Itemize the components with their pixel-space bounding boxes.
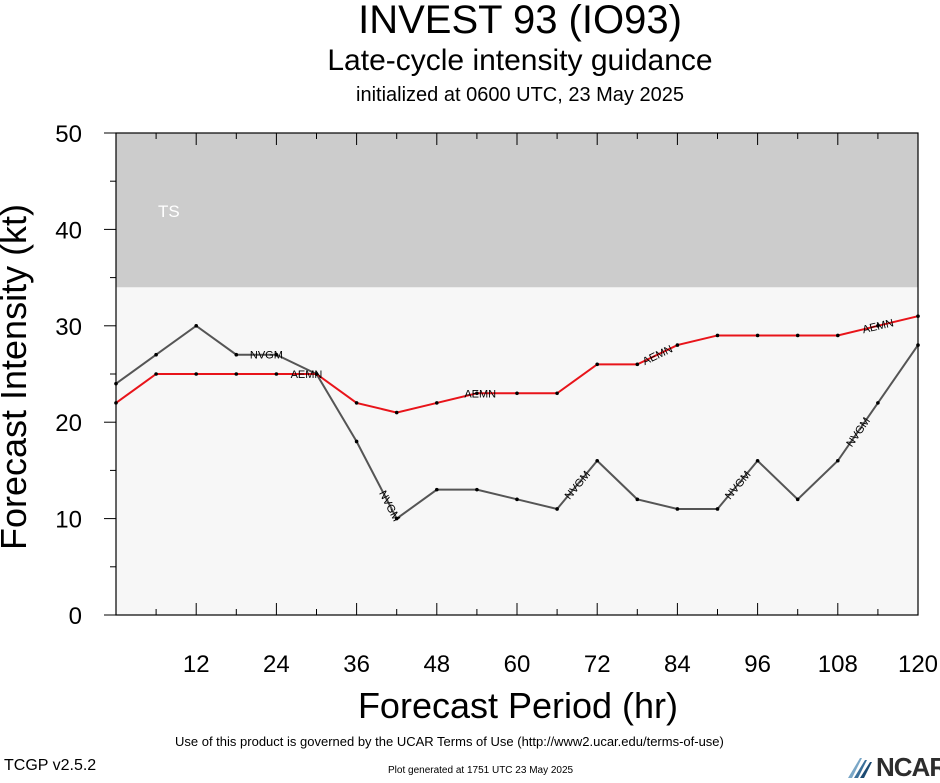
series-aemn-point	[154, 372, 158, 376]
series-aemn-point	[755, 333, 760, 338]
series-layer	[114, 314, 920, 521]
plot-generated-time: Plot generated at 1751 UTC 23 May 2025	[388, 765, 574, 776]
series-nvgm-point	[916, 343, 920, 347]
x-tick-label: 48	[423, 651, 450, 678]
series-aemn-point	[555, 391, 559, 396]
series-nvgm-point	[274, 352, 279, 357]
series-aemn-point	[114, 401, 118, 405]
series-nvgm-point	[595, 458, 599, 463]
line-label-aemn: AEMN	[291, 369, 323, 381]
series-nvgm-point	[475, 487, 479, 492]
series-nvgm-point	[354, 439, 359, 444]
ncar-logo-icon	[848, 758, 872, 778]
series-aemn-point	[795, 333, 800, 338]
series-aemn-point	[194, 372, 198, 376]
series-nvgm-point	[755, 458, 760, 463]
series-aemn-point	[876, 324, 880, 328]
series-nvgm-point	[114, 381, 118, 386]
series-nvgm-point	[555, 507, 559, 511]
series-aemn-point	[675, 343, 680, 347]
version-label: TCGP v2.5.2	[4, 757, 97, 774]
y-tick-label: 30	[55, 314, 82, 341]
y-tick-label: 10	[55, 507, 82, 534]
series-aemn-point	[515, 391, 519, 396]
x-tick-label: 96	[744, 651, 771, 678]
y-tick-label: 0	[69, 603, 82, 630]
x-tick-label: 84	[664, 651, 691, 678]
series-nvgm-point	[675, 507, 680, 511]
chart-subtitle: Late-cycle intensity guidance	[327, 44, 713, 77]
chart-title: INVEST 93 (IO93)	[358, 0, 682, 42]
series-nvgm-point	[876, 401, 880, 405]
x-tick-label: 12	[183, 651, 210, 678]
x-tick-label: 120	[898, 651, 938, 678]
series-aemn-point	[354, 401, 359, 405]
series-nvgm-point	[795, 497, 800, 502]
y-tick-label: 40	[55, 217, 82, 244]
series-aemn-point	[595, 362, 599, 367]
ncar-logo: NCAR	[846, 752, 940, 782]
series-aemn-point	[234, 372, 239, 376]
band-label: TS	[158, 202, 180, 221]
x-tick-label: 60	[504, 651, 531, 678]
x-axis-label: Forecast Period (hr)	[358, 685, 678, 726]
line-label-nvgm: NVGM	[250, 350, 283, 362]
series-nvgm-point	[394, 516, 399, 521]
terms-of-use: Use of this product is governed by the U…	[175, 734, 724, 749]
series-aemn-point	[635, 362, 640, 367]
x-tick-label: 24	[263, 651, 290, 678]
series-aemn-point	[394, 410, 399, 415]
series-nvgm-point	[234, 352, 239, 357]
x-tick-label: 36	[343, 651, 370, 678]
series-nvgm-point	[154, 352, 158, 357]
series-aemn-point	[916, 314, 920, 318]
intensity-band	[116, 133, 918, 288]
series-nvgm-point	[635, 497, 640, 502]
series-aemn-point	[274, 372, 279, 376]
logo-text: NCAR	[876, 752, 940, 782]
series-aemn-point	[475, 391, 479, 396]
y-tick-label: 50	[55, 121, 82, 148]
series-aemn-point	[314, 372, 319, 376]
series-nvgm-point	[435, 487, 439, 492]
series-aemn-point	[435, 401, 439, 405]
series-nvgm-point	[194, 324, 198, 328]
axes: 12 24 36 48 60 72 84 96 108 120 0 10 20 30 40 50	[55, 121, 938, 678]
series-aemn-point	[715, 333, 720, 338]
chart-init-time: initialized at 0600 UTC, 23 May 2025	[356, 84, 684, 106]
series-nvgm-point	[715, 507, 720, 511]
series-nvgm-point	[836, 458, 840, 463]
y-tick-label: 20	[55, 410, 82, 437]
series-aemn-point	[836, 333, 840, 338]
x-tick-label: 72	[584, 651, 611, 678]
y-axis-label: Forecast Intensity (kt)	[0, 204, 34, 550]
line-label-aemn: AEMN	[464, 388, 496, 400]
x-tick-label: 108	[818, 651, 858, 678]
series-nvgm-point	[515, 497, 519, 502]
plot-area: TS	[116, 133, 918, 615]
